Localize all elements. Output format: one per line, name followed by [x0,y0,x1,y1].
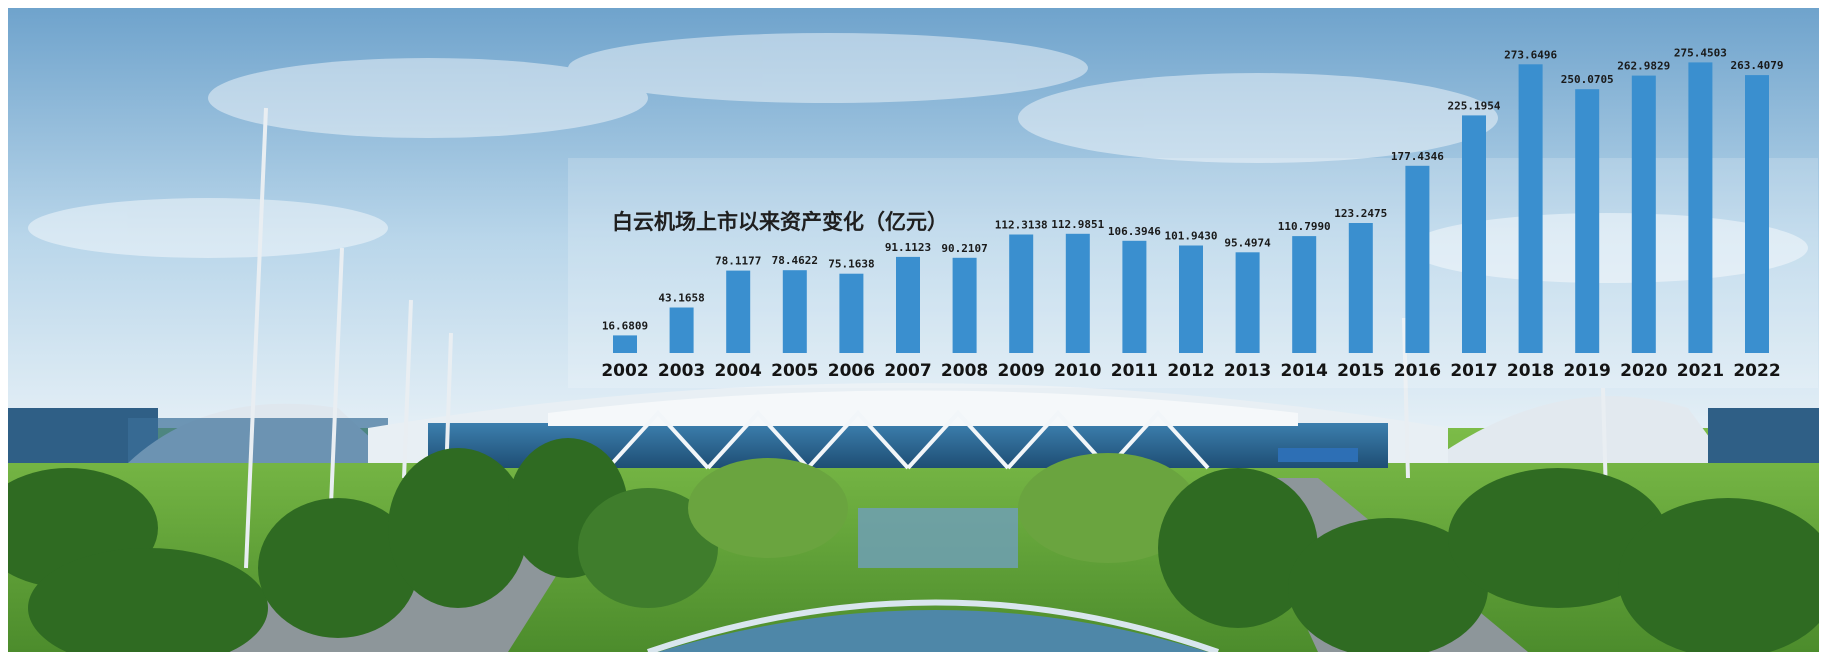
sky [8,8,1819,428]
bar-2004 [726,270,751,353]
x-tick-label-2020: 2020 [1620,361,1667,381]
x-tick-label-2003: 2003 [658,361,705,381]
x-tick-label-2019: 2019 [1564,361,1611,381]
bar-2003 [669,307,694,353]
trees [8,438,1819,652]
bar-2009 [1009,234,1034,353]
bar-2020 [1631,75,1656,353]
bar-value-label-2009: 112.3138 [995,219,1048,232]
bar-value-label-2020: 262.9829 [1617,60,1670,73]
bar-2012 [1179,245,1203,353]
bar-value-label-2013: 95.4974 [1224,236,1271,249]
bar-value-label-2002: 16.6809 [602,319,648,332]
bar-value-label-2008: 90.2107 [941,242,987,255]
x-tick-label-2008: 2008 [941,361,988,381]
x-tick-label-2006: 2006 [828,361,875,381]
bar-2007 [896,256,920,353]
bar-value-label-2017: 225.1954 [1448,99,1501,112]
bar-value-label-2004: 78.1177 [715,255,761,268]
x-tick-label-2007: 2007 [884,361,931,381]
bar-value-label-2022: 263.4079 [1731,59,1784,72]
x-tick-label-2016: 2016 [1394,361,1441,381]
bar-2011 [1122,240,1147,353]
bar-group: 16.6809 2002 43.1658 2003 78.1177 2004 78.4622… [601,46,1783,381]
bar-2014 [1292,236,1317,353]
bar-2010 [1065,233,1090,353]
bar-value-label-2003: 43.1658 [658,292,704,305]
x-tick-label-2010: 2010 [1054,361,1101,381]
bar-2008 [952,257,977,353]
bar-2015 [1348,223,1373,353]
bar-2013 [1235,252,1260,353]
poster-frame: 白云机场上市以来资产变化（亿元） 16.6809 2002 43.1658 2003 7… [8,8,1819,652]
x-tick-label-2015: 2015 [1337,361,1384,381]
chart-title: 白云机场上市以来资产变化（亿元） [612,210,948,234]
x-tick-label-2012: 2012 [1167,361,1214,381]
bar-2006 [839,273,864,353]
bar-value-label-2016: 177.4346 [1391,150,1444,163]
x-tick-label-2017: 2017 [1450,361,1497,381]
bar-value-label-2011: 106.3946 [1108,225,1161,238]
x-tick-label-2005: 2005 [771,361,818,381]
x-tick-label-2011: 2011 [1111,361,1158,381]
bar-value-label-2018: 273.6496 [1504,48,1557,61]
x-tick-label-2013: 2013 [1224,361,1271,381]
bar-value-label-2015: 123.2475 [1334,207,1387,220]
bar-2019 [1575,89,1600,353]
bar-value-label-2010: 112.9851 [1051,218,1104,231]
asset-bar-chart: 白云机场上市以来资产变化（亿元） 16.6809 2002 43.1658 2003 7… [601,46,1783,381]
airport-background-photo [8,8,1819,652]
water-pool [658,610,1208,652]
x-tick-label-2009: 2009 [998,361,1045,381]
bar-2002 [613,335,637,353]
bar-2021 [1688,62,1713,354]
x-tick-label-2004: 2004 [715,361,762,381]
bar-value-label-2021: 275.4503 [1674,46,1727,59]
bar-2022 [1745,75,1769,353]
x-tick-label-2018: 2018 [1507,361,1554,381]
bar-value-label-2006: 75.1638 [828,258,874,271]
bar-value-label-2007: 91.1123 [885,241,931,254]
bar-2016 [1405,165,1430,353]
bar-value-label-2012: 101.9430 [1165,230,1218,243]
bar-2017 [1462,115,1486,354]
terminal-building [8,383,1819,470]
x-tick-label-2014: 2014 [1281,361,1328,381]
bar-value-label-2005: 78.4622 [772,254,818,267]
bar-2005 [782,270,807,353]
x-tick-label-2002: 2002 [601,361,648,381]
x-tick-label-2021: 2021 [1677,361,1724,381]
bar-value-label-2019: 250.0705 [1561,73,1614,86]
bar-2018 [1518,64,1543,354]
bar-value-label-2014: 110.7990 [1278,220,1331,233]
x-tick-label-2022: 2022 [1733,361,1780,381]
